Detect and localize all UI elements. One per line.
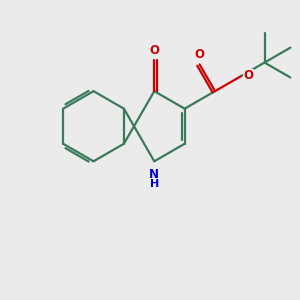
Text: O: O <box>195 48 205 61</box>
Text: H: H <box>150 179 159 189</box>
Text: O: O <box>243 69 253 82</box>
Text: O: O <box>149 44 159 57</box>
Text: N: N <box>149 168 159 181</box>
